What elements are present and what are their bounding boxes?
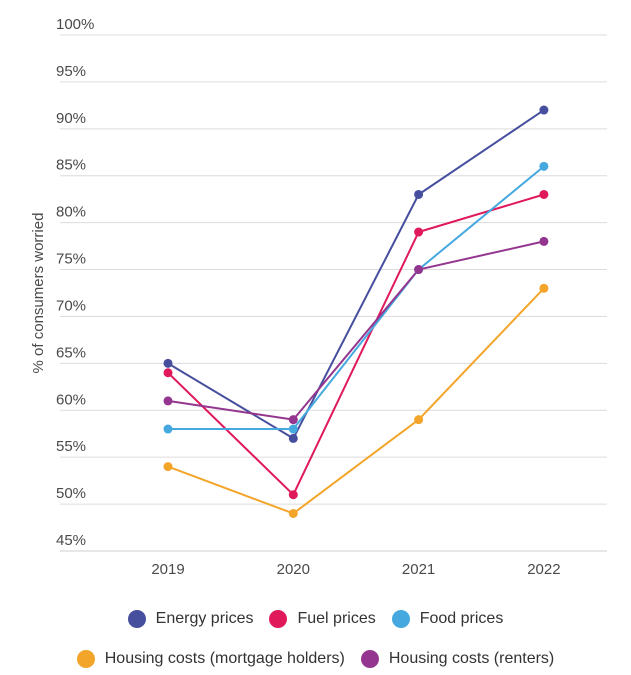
y-tick-label: 60%	[56, 391, 86, 408]
data-point	[163, 462, 173, 472]
legend-item-renters: Housing costs (renters)	[360, 650, 555, 668]
legend-label-mortgage: Housing costs (mortgage holders)	[104, 650, 345, 667]
series-line	[168, 165, 545, 431]
data-point	[163, 358, 173, 368]
y-tick-labels: 45% 50% 55% 60% 65% 70% 75% 80% 85% 90% 95% 100%	[56, 16, 94, 549]
y-tick-label: 45%	[56, 532, 86, 549]
x-tick-labels: 2019 2020 2021 2022	[151, 561, 560, 578]
legend-swatch-energy	[127, 610, 146, 628]
y-tick-label: 85%	[56, 157, 86, 174]
data-point	[414, 265, 424, 275]
data-point	[414, 189, 424, 199]
y-tick-label: 70%	[56, 297, 86, 314]
legend-item-energy: Energy prices	[127, 610, 254, 628]
y-tick-label: 100%	[56, 16, 94, 33]
data-point	[163, 396, 173, 406]
data-point	[539, 236, 549, 246]
data-point	[288, 490, 298, 500]
x-tick-label: 2019	[151, 561, 184, 578]
data-point	[539, 283, 549, 293]
y-tick-label: 80%	[56, 204, 86, 221]
x-tick-label: 2022	[527, 561, 560, 578]
legend-label-fuel: Fuel prices	[297, 610, 376, 627]
data-point	[539, 189, 549, 199]
legend-item-food: Food prices	[391, 610, 504, 628]
series-line	[167, 193, 545, 496]
data-point	[288, 415, 298, 425]
legend-label-renters: Housing costs (renters)	[388, 650, 555, 667]
legend-swatch-food	[391, 610, 410, 628]
legend-item-fuel: Fuel prices	[269, 610, 376, 628]
legend-swatch-renters	[360, 650, 379, 668]
y-tick-label: 50%	[56, 485, 86, 502]
x-tick-label: 2020	[277, 561, 310, 578]
x-tick-label: 2021	[402, 561, 435, 578]
data-point	[163, 368, 173, 378]
y-tick-label: 55%	[56, 438, 86, 455]
y-tick-label: 95%	[56, 63, 86, 80]
legend-row-2: Housing costs (mortgage holders) Housing…	[0, 647, 631, 671]
legend-label-energy: Energy prices	[155, 610, 254, 627]
grid-lines	[60, 34, 607, 552]
series-points	[163, 105, 549, 518]
series-line	[167, 109, 545, 440]
series-line	[167, 240, 545, 421]
data-point	[539, 161, 549, 171]
data-point	[414, 415, 424, 425]
y-tick-label: 75%	[56, 251, 86, 268]
legend-item-mortgage: Housing costs (mortgage holders)	[76, 650, 345, 668]
series-lines	[167, 109, 545, 515]
legend-label-food: Food prices	[419, 610, 504, 627]
data-point	[414, 227, 424, 237]
y-axis-label: % of consumers worried	[30, 213, 47, 374]
y-tick-label: 90%	[56, 110, 86, 127]
legend-row-1: Energy prices Fuel prices Food prices	[0, 607, 631, 631]
legend-swatch-fuel	[269, 610, 288, 628]
data-point	[539, 105, 549, 115]
data-point	[288, 433, 298, 443]
data-point	[163, 424, 173, 434]
series-line	[167, 287, 545, 515]
y-tick-label: 65%	[56, 344, 86, 361]
data-point	[288, 508, 298, 518]
line-chart: 45% 50% 55% 60% 65% 70% 75% 80% 85% 90% 95% 100% 20…	[30, 16, 607, 578]
legend-swatch-mortgage	[76, 650, 95, 668]
data-point	[288, 424, 298, 434]
